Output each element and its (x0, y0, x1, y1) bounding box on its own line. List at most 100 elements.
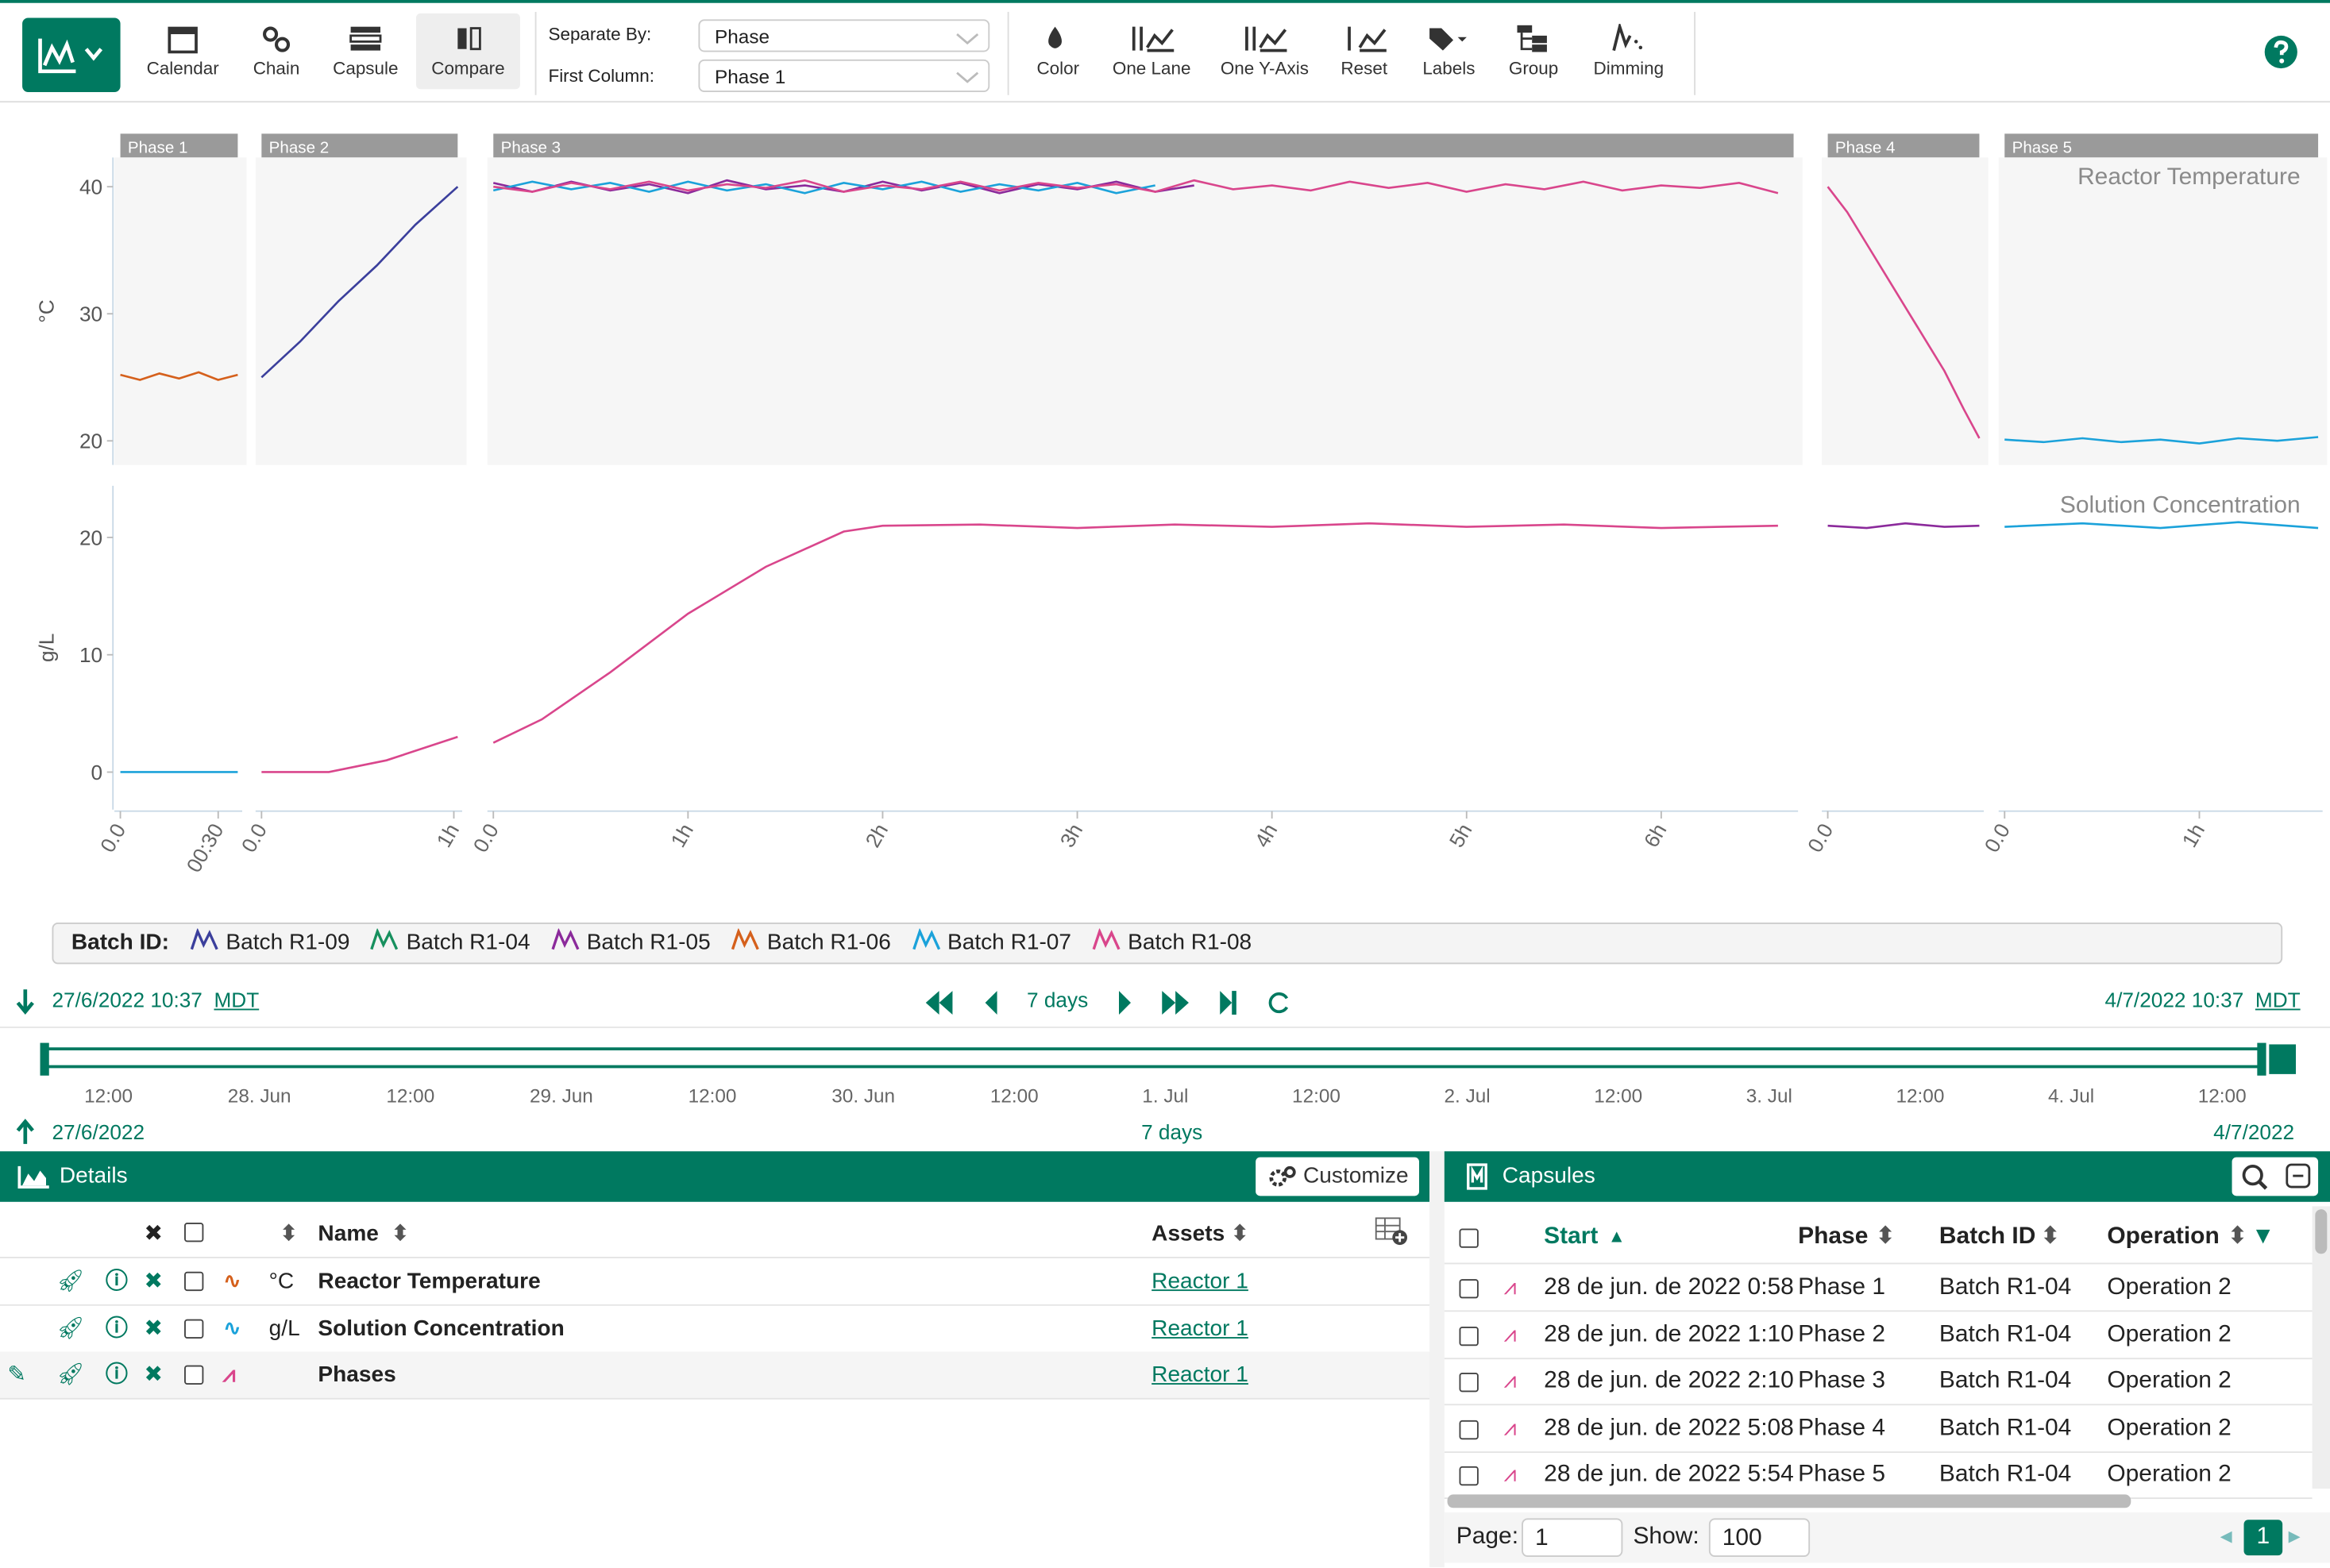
tool-button[interactable]: Color (1012, 21, 1104, 86)
timeline-tick-label: 12:00 (989, 1084, 1039, 1108)
checkbox[interactable] (184, 1318, 204, 1339)
capsule-cell: 28 de jun. de 2022 2:10 (1544, 1368, 1794, 1394)
checkbox[interactable] (1459, 1466, 1479, 1486)
icon (1245, 26, 1287, 52)
tool-button[interactable]: Labels (1402, 21, 1495, 86)
trace-line (493, 179, 1779, 195)
page-select[interactable]: 1 (1522, 1518, 1623, 1558)
edit-icon[interactable]: ✎ (7, 1362, 26, 1388)
customize-button[interactable]: Customize (1256, 1157, 1419, 1196)
column-label[interactable]: Phase (1798, 1223, 1869, 1250)
icon (1612, 23, 1643, 52)
legend-label: Batch R1-04 (406, 930, 530, 956)
info-icon[interactable]: ⓘ (105, 1362, 128, 1388)
range-bar[interactable] (44, 1047, 2262, 1069)
y-tick-label: 20 (79, 430, 102, 453)
separate-by-select[interactable]: Phase (698, 19, 990, 52)
lane-background (1822, 157, 1989, 465)
compare-button[interactable]: Compare (415, 13, 520, 90)
capsule-cell: Operation 2 (2107, 1415, 2232, 1441)
asset-link[interactable]: Reactor 1 (1151, 1315, 1248, 1341)
add-column-icon[interactable] (1375, 1217, 1408, 1246)
first-column-select[interactable]: Phase 1 (698, 59, 990, 93)
duration[interactable]: 7 days (1026, 988, 1089, 1012)
checkbox[interactable] (184, 1271, 204, 1292)
show-select[interactable]: 100 (1708, 1518, 1811, 1558)
select-value: 100 (1722, 1525, 1762, 1551)
checkbox[interactable] (1459, 1372, 1479, 1393)
label: One Y-Axis (1220, 57, 1309, 79)
asset-link[interactable]: Reactor 1 (1151, 1269, 1248, 1294)
h-scrollbar[interactable] (1447, 1494, 2131, 1508)
series-icon: ∿ (222, 1315, 242, 1341)
checkbox[interactable] (1459, 1419, 1479, 1439)
select-value: Phase (715, 25, 770, 48)
timezone[interactable]: MDT (214, 988, 260, 1012)
checkbox[interactable] (1459, 1326, 1479, 1346)
checkbox[interactable] (184, 1222, 204, 1242)
view-icon (38, 38, 103, 74)
column-label[interactable]: Start (1544, 1223, 1599, 1250)
launch-icon[interactable]: 🚀︎ (56, 1269, 85, 1294)
checkbox[interactable] (184, 1365, 204, 1385)
column-label[interactable]: Name (318, 1221, 379, 1246)
range-handle[interactable] (2257, 1042, 2266, 1076)
tool-button[interactable]: Dimming (1583, 21, 1675, 86)
timeline-tick-label: 12:00 (386, 1084, 435, 1108)
chain-button[interactable]: Chain (230, 21, 322, 86)
remove-icon[interactable]: ✖ (144, 1362, 164, 1388)
separate-by-label: Separate By: (548, 23, 652, 45)
tool-button[interactable]: Group (1487, 21, 1580, 86)
timezone[interactable]: MDT (2255, 988, 2301, 1012)
y-tick-label: 0 (91, 761, 103, 784)
checkbox[interactable] (1459, 1228, 1479, 1248)
capsule-button[interactable]: Capsule (319, 21, 411, 86)
capsule-row: ⩘ 28 de jun. de 2022 0:58 Phase 1 Batch R1-… (1444, 1264, 2313, 1312)
info-icon[interactable]: ⓘ (105, 1269, 128, 1294)
button-label: Customize (1303, 1163, 1409, 1189)
launch-icon[interactable]: 🚀︎ (56, 1362, 85, 1388)
legend-swatch (370, 927, 399, 950)
trace-line (2004, 521, 2319, 530)
remove-icon[interactable]: ✖ (144, 1269, 164, 1294)
column-label[interactable]: Assets (1151, 1221, 1225, 1246)
view-switch[interactable] (22, 17, 121, 93)
help-button[interactable] (2263, 34, 2299, 70)
checkbox[interactable] (1459, 1279, 1479, 1299)
scrollbar[interactable] (2312, 1206, 2330, 1489)
tool-button[interactable]: Reset (1318, 21, 1410, 86)
item-name: Solution Concentration (318, 1315, 565, 1341)
legend-swatch-line (190, 927, 218, 950)
remove-icon[interactable]: ✖ (144, 1315, 164, 1341)
capsule-tools[interactable] (2232, 1157, 2319, 1196)
legend-items: Batch R1-09 Batch R1-04 Batch R1-05 Batch R… (190, 927, 1273, 956)
capsule-cell: 28 de jun. de 2022 1:10 (1544, 1321, 1794, 1347)
end-time[interactable]: 4/7/2022 10:37 MDT (2104, 988, 2300, 1011)
launch-icon[interactable]: 🚀︎ (56, 1315, 85, 1341)
page-label: Page: (1456, 1524, 1519, 1550)
y-axis-unit: g/L (34, 634, 58, 662)
column-label[interactable]: Operation (2107, 1223, 2220, 1250)
divider (0, 1026, 2330, 1028)
tool-button[interactable]: One Lane (1105, 21, 1198, 86)
timeline-tick-label: 29. Jun (530, 1084, 593, 1108)
nav-buttons[interactable] (921, 986, 1293, 1019)
column-label[interactable]: Batch ID (1938, 1223, 2036, 1250)
asset-link[interactable]: Reactor 1 (1151, 1362, 1248, 1388)
capsule-cell: 28 de jun. de 2022 5:54 (1544, 1462, 1794, 1488)
range-handle[interactable] (40, 1042, 49, 1076)
timeline-tick-label: 12:00 (688, 1084, 737, 1108)
page-button[interactable]: 1 (2243, 1520, 2283, 1556)
tool-button[interactable]: One Y-Axis (1218, 21, 1310, 86)
down-arrow (16, 989, 34, 1015)
start-time[interactable]: 27/6/2022 10:37 MDT (52, 988, 259, 1011)
timeline-tick-label: 3. Jul (1746, 1084, 1792, 1108)
capsule-cell: Batch R1-04 (1938, 1415, 2072, 1441)
info-icon[interactable]: ⓘ (105, 1315, 128, 1341)
calendar-button[interactable]: Calendar (137, 21, 229, 86)
timeline-tick-label: 12:00 (2197, 1084, 2247, 1108)
splitter[interactable] (1429, 1151, 1445, 1568)
timeline-tick-label: 2. Jul (1444, 1084, 1491, 1108)
lane-title: Reactor Temperature (2077, 164, 2301, 190)
separator (1694, 11, 1696, 95)
